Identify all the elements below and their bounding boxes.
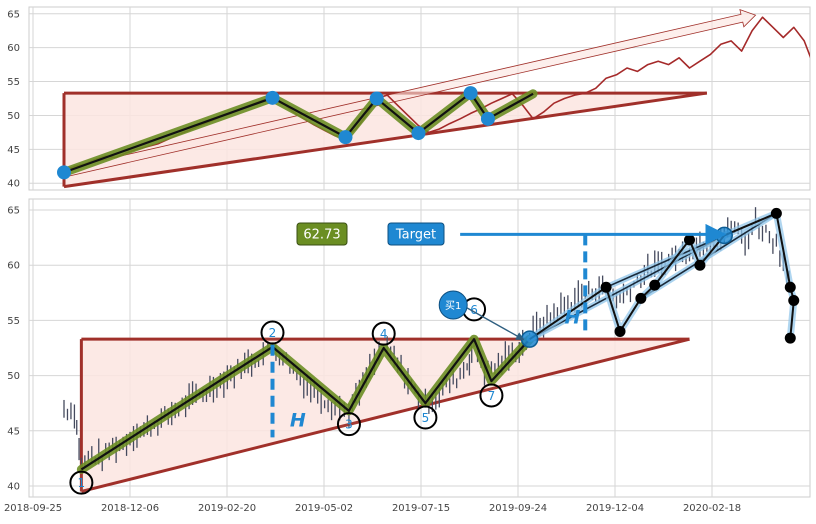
bottom-y-tick-label: 65 — [7, 206, 20, 217]
bottom-x-tick-label: 2019-02-20 — [198, 503, 256, 514]
pattern-point-circle — [69, 470, 94, 495]
bottom-y-tick-label: 55 — [7, 316, 20, 327]
top-y-tick-label: 55 — [7, 77, 20, 88]
height-marker-label: H — [290, 409, 306, 431]
bottom-x-tick-label: 2019-05-02 — [295, 503, 353, 514]
bottom-x-tick-label: 2019-12-04 — [586, 503, 644, 514]
top-panel: 40 45 50 55 60 65 — [7, 6, 811, 191]
bottom-x-tick-label: 2019-09-24 — [489, 503, 547, 514]
bottom-annotations: H H 1 2 3 4 5 6 7 Target 62.73 买1 — [69, 222, 727, 495]
pattern-point-circle — [336, 412, 361, 437]
pattern-point-label: 3 — [345, 418, 353, 432]
bottom-y-tick-label: 60 — [7, 261, 20, 272]
buy-marker-label: 买1 — [445, 300, 461, 312]
bottom-y-ticks: 40 45 50 55 60 65 — [7, 206, 20, 493]
top-target-arrow — [62, 9, 757, 178]
target-badge-label: Target — [395, 228, 436, 243]
pattern-point-circle — [479, 383, 504, 408]
pattern-point-circle — [260, 320, 285, 345]
top-pattern-point — [480, 111, 495, 126]
top-y-tick-label: 50 — [7, 111, 20, 122]
breakout-connector — [605, 234, 725, 289]
breakout-point — [694, 259, 706, 271]
bottom-triangle-bottom-edge — [81, 337, 690, 493]
breakout-point — [770, 207, 782, 219]
top-y-ticks: 40 45 50 55 60 65 — [7, 9, 20, 189]
breakout-point — [784, 281, 796, 293]
bottom-y-tick-label: 50 — [7, 371, 20, 382]
breakout-point — [600, 281, 612, 293]
pattern-point-circle — [413, 405, 438, 430]
breakout-point-start — [520, 330, 539, 348]
breakout-point — [788, 295, 800, 307]
top-pattern-point — [463, 86, 478, 101]
top-y-tick-label: 40 — [7, 179, 20, 190]
bottom-x-tick-label: 2018-09-25 — [4, 503, 62, 514]
breakout-point — [649, 279, 661, 291]
bottom-x-tick-label: 2018-12-06 — [101, 503, 159, 514]
top-pattern-point — [369, 91, 384, 106]
target-value-label: 62.73 — [303, 228, 340, 243]
top-pattern-point — [411, 126, 426, 141]
bottom-pattern-line — [80, 338, 531, 471]
buy-marker-arrow — [466, 307, 525, 341]
bottom-y-tick-label: 45 — [7, 426, 20, 437]
breakout-point — [784, 332, 796, 344]
pattern-point-label: 6 — [470, 303, 478, 317]
bottom-x-tick-label: 2019-07-15 — [392, 503, 450, 514]
bottom-chart-marks — [63, 207, 800, 493]
pattern-point-label: 2 — [269, 326, 277, 340]
pattern-point-label: 4 — [380, 327, 388, 341]
target-badge — [387, 222, 445, 246]
height-marker-label: H — [564, 307, 580, 329]
target-value-badge — [296, 222, 348, 246]
bottom-x-ticks: 2018-09-25 2018-12-06 2019-02-20 2019-05-02… — [4, 503, 741, 514]
pattern-point-label: 1 — [78, 476, 86, 490]
pattern-point-label: 7 — [488, 389, 496, 403]
bottom-y-tick-label: 40 — [7, 481, 20, 492]
breakout-point — [614, 325, 626, 337]
pattern-point-circle — [371, 321, 396, 346]
top-y-tick-label: 45 — [7, 145, 20, 156]
buy-marker-bubble — [438, 290, 468, 320]
breakout-point — [635, 292, 647, 304]
top-triangle-bottom-edge — [63, 91, 708, 189]
top-pattern-point — [338, 130, 353, 145]
breakout-point — [684, 234, 695, 246]
bottom-x-tick-label: 2020-02-18 — [683, 503, 741, 514]
top-chart-marks — [57, 9, 810, 189]
top-y-tick-label: 65 — [7, 9, 20, 20]
top-pattern-point — [265, 90, 280, 105]
top-y-tick-label: 60 — [7, 43, 20, 54]
top-pattern-point — [57, 165, 71, 180]
pattern-point-label: 5 — [422, 411, 430, 425]
